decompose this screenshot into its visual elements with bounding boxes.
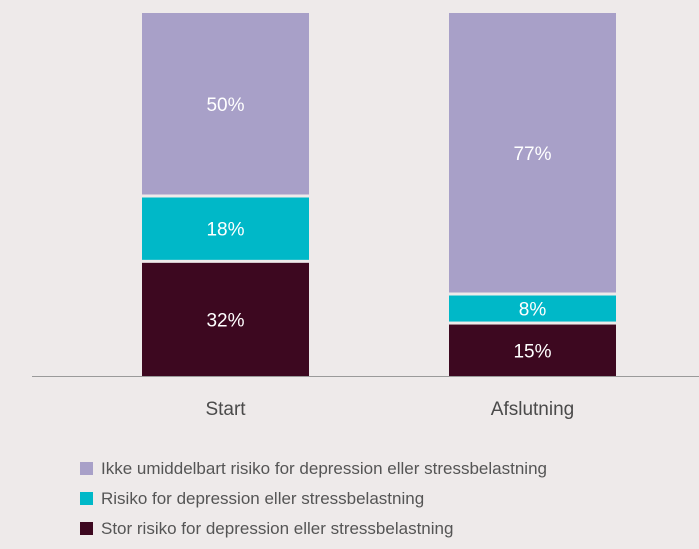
bar-value-label: 32% — [206, 310, 244, 331]
bar-value-label: 8% — [519, 300, 547, 321]
category-label-afslutning: Afslutning — [491, 399, 574, 420]
bar-segment-afslutning-1 — [449, 295, 616, 322]
legend-item: Ikke umiddelbart risiko for depression e… — [80, 459, 547, 478]
legend-swatch — [80, 492, 93, 505]
bar-value-label: 15% — [513, 341, 551, 362]
legend-label: Risiko for depression eller stressbelast… — [101, 489, 424, 508]
category-label-start: Start — [205, 399, 246, 420]
legend: Ikke umiddelbart risiko for depression e… — [80, 459, 547, 538]
bar-value-label: 77% — [513, 144, 551, 165]
bar-segment-start-0 — [142, 262, 309, 376]
legend-label: Ikke umiddelbart risiko for depression e… — [101, 459, 547, 478]
bar-segment-start-2 — [142, 13, 309, 195]
bars-layer: 32% 18% 50% 15% 8% 77% — [142, 13, 616, 376]
bar-value-label: 50% — [206, 95, 244, 116]
legend-item: Risiko for depression eller stressbelast… — [80, 489, 424, 508]
bar-segment-afslutning-0 — [449, 324, 616, 376]
bar-segment-start-1 — [142, 197, 309, 260]
bar-segment-afslutning-2 — [449, 13, 616, 293]
legend-swatch — [80, 462, 93, 475]
legend-item: Stor risiko for depression eller stressb… — [80, 519, 453, 538]
bar-value-label: 18% — [206, 220, 244, 241]
category-labels: Start Afslutning — [205, 399, 574, 420]
legend-swatch — [80, 522, 93, 535]
legend-label: Stor risiko for depression eller stressb… — [101, 519, 453, 538]
